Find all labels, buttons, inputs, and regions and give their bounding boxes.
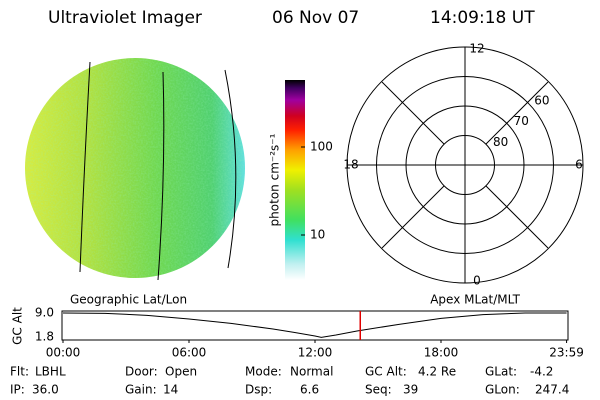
status-value: 39 (403, 383, 418, 397)
map-label: Apex MLat/MLT (430, 293, 520, 307)
status-label: Dsp: (245, 383, 272, 397)
status-value: 4.2 Re (418, 365, 456, 379)
polar-grid (347, 47, 583, 283)
status-value: LBHL (35, 365, 66, 379)
status-value: 6.6 (300, 383, 319, 397)
status-label: Seq: (365, 383, 392, 397)
status-label: Gain: (125, 383, 157, 397)
mlt-label: 0 (473, 274, 481, 288)
x-tick-label: 12:00 (298, 346, 333, 360)
lat-label: 60 (534, 94, 549, 108)
mlt-label: 12 (469, 42, 484, 56)
status-value: Open (165, 365, 197, 379)
lat-ring (405, 105, 525, 225)
lat-ring (435, 135, 495, 195)
status-value: 36.0 (32, 383, 59, 397)
x-tick-label: 06:00 (172, 346, 207, 360)
status-label: IP: (10, 383, 25, 397)
status-value: -4.2 (530, 365, 553, 379)
lat-label: 70 (514, 114, 529, 128)
date: 06 Nov 07 (272, 8, 359, 28)
title: Ultraviolet Imager (48, 8, 202, 28)
globe-image (25, 58, 245, 281)
lat-label: 80 (493, 135, 508, 149)
mlt-label: 6 (575, 158, 583, 172)
status-value: Normal (290, 365, 333, 379)
status-value: 14 (163, 383, 178, 397)
status-label: Mode: (245, 365, 282, 379)
lat-ring (376, 76, 554, 254)
x-tick-label: 18:00 (424, 346, 459, 360)
status-label: Door: (125, 365, 158, 379)
x-tick-label: 00:00 (46, 346, 81, 360)
time: 14:09:18 UT (430, 8, 535, 28)
colorbar-tick-label: 100 (310, 139, 333, 153)
altitude-curve (62, 312, 567, 338)
colorbar-tick-label: 10 (310, 227, 325, 241)
colorbar-label: photon cm⁻²s⁻¹ (268, 133, 282, 226)
status-label: GLat: (485, 365, 517, 379)
alt-tick-label: 9.0 (35, 306, 54, 320)
polar-outer (346, 46, 584, 284)
status-label: GLon: (485, 383, 520, 397)
altitude-label: GC Alt (11, 307, 25, 345)
status-label: GC Alt: (365, 365, 407, 379)
status-value: 247.4 (535, 383, 569, 397)
mlt-label: 18 (343, 158, 358, 172)
map-label: Geographic Lat/Lon (70, 293, 187, 307)
x-tick-label: 23:59 (549, 346, 584, 360)
alt-tick-label: 1.8 (35, 330, 54, 344)
colorbar (285, 80, 305, 280)
status-label: Flt: (10, 365, 29, 379)
